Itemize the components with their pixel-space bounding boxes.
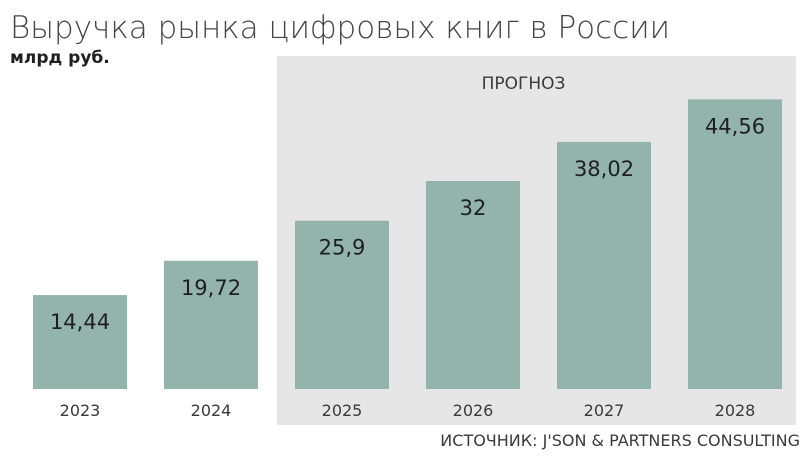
chart-title: Выручка рынка цифровых книг в России — [10, 10, 670, 46]
source-label: ИСТОЧНИК: J'SON & PARTNERS CONSULTING — [440, 431, 800, 450]
bar-2026 — [426, 181, 520, 389]
bar-2024 — [164, 260, 258, 389]
value-label-2028: 44,56 — [705, 114, 765, 138]
bars-group: 14,44 2023 19,72 2024 25,9 2025 32 2026 38,02 202… — [33, 99, 782, 420]
tick-label-2027: 2027 — [584, 401, 625, 420]
bar-2028 — [688, 99, 782, 390]
forecast-label: ПРОГНОЗ — [482, 74, 566, 94]
tick-label-2024: 2024 — [191, 401, 232, 420]
tick-label-2028: 2028 — [715, 401, 756, 420]
value-label-2023: 14,44 — [50, 310, 110, 334]
tick-label-2026: 2026 — [453, 401, 494, 420]
bar-2025 — [295, 220, 389, 389]
value-label-2027: 38,02 — [574, 157, 634, 181]
bar-2027 — [557, 141, 651, 389]
tick-label-2025: 2025 — [322, 401, 363, 420]
value-label-2026: 32 — [460, 196, 487, 220]
chart-subtitle: млрд руб. — [10, 48, 110, 68]
bar-2023 — [33, 295, 127, 389]
value-label-2025: 25,9 — [319, 236, 366, 260]
value-label-2024: 19,72 — [181, 276, 241, 300]
tick-label-2023: 2023 — [60, 401, 101, 420]
